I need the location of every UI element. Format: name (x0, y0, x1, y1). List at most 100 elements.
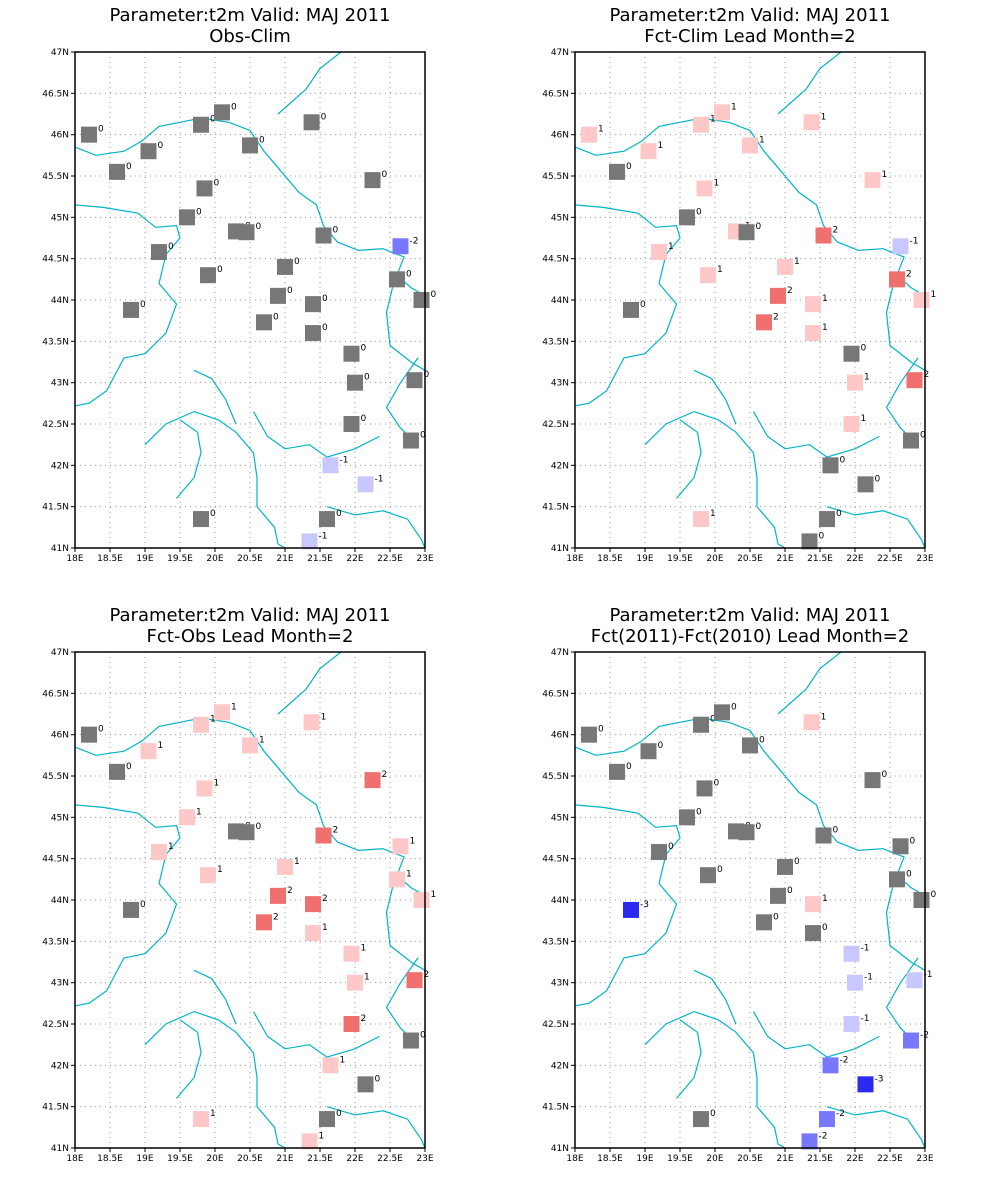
station-marker (843, 1016, 860, 1032)
plot-frame (74, 51, 426, 549)
x-tick-label: 20E (706, 1154, 723, 1164)
station-value-label: 0 (658, 741, 664, 751)
station-value-label: 0 (920, 431, 926, 441)
station-value-label: 1 (340, 1055, 346, 1065)
station-value-label: 0 (696, 807, 702, 817)
station-value-label: 0 (714, 778, 720, 788)
x-tick-label: 21E (276, 1154, 293, 1164)
station-value-label: 2 (787, 286, 793, 296)
river-border-line (277, 51, 342, 115)
station-value-label: 0 (906, 869, 912, 879)
y-tick-label: 41N (51, 1144, 69, 1154)
station-marker (214, 104, 230, 121)
x-tick-label: 18.5E (97, 1154, 123, 1164)
y-tick-label: 41.5N (542, 503, 569, 513)
station-value-label: 1 (668, 242, 674, 252)
station-marker (392, 238, 409, 255)
station-marker (609, 763, 625, 780)
station-marker (738, 824, 755, 841)
station-value-label: 0 (98, 125, 104, 135)
station-marker (651, 844, 667, 861)
station-marker (679, 209, 695, 226)
station-marker (303, 114, 320, 131)
station-value-label: 2 (773, 312, 779, 322)
station-marker (640, 143, 657, 160)
station-marker (364, 172, 381, 189)
station-marker (270, 887, 286, 904)
station-value-label: 1 (361, 944, 367, 954)
station-marker (843, 416, 860, 432)
station-marker (843, 945, 860, 962)
station-marker (913, 892, 930, 908)
station-value-label: 0 (696, 207, 702, 217)
station-marker (179, 209, 195, 226)
station-value-label: -2 (819, 1131, 828, 1141)
station-value-label: 1 (822, 323, 828, 333)
station-value-label: 0 (710, 715, 716, 725)
station-marker (805, 896, 821, 913)
x-tick-label: 23E (416, 1154, 433, 1164)
station-value-label: 0 (322, 323, 328, 333)
station-marker (693, 716, 709, 733)
station-value-label: 0 (882, 770, 888, 780)
river-border-line (885, 283, 926, 371)
station-value-label: 0 (773, 912, 779, 922)
y-tick-label: 44N (551, 296, 569, 306)
station-value-label: 0 (361, 414, 367, 424)
station-marker (389, 871, 405, 888)
station-value-label: 0 (294, 257, 300, 267)
station-value-label: 0 (431, 290, 437, 300)
station-marker (81, 126, 97, 143)
x-tick-label: 19.5E (167, 1154, 193, 1164)
station-marker (770, 887, 786, 904)
station-marker (903, 432, 919, 449)
river-border-line (144, 410, 286, 549)
x-tick-label: 19.5E (667, 554, 693, 564)
y-tick-label: 46N (551, 731, 569, 741)
y-tick-label: 44.5N (542, 255, 569, 265)
y-tick-label: 41.5N (42, 1103, 69, 1113)
y-tick-label: 41.5N (42, 503, 69, 513)
station-value-label: 0 (836, 509, 842, 519)
station-marker (403, 432, 419, 449)
station-marker (238, 824, 255, 841)
x-tick-label: 20E (206, 554, 223, 564)
x-tick-label: 20.5E (237, 554, 263, 564)
station-value-label: 2 (906, 269, 912, 279)
y-tick-label: 45.5N (542, 772, 569, 782)
station-value-label: 0 (126, 762, 132, 772)
x-tick-label: 18E (566, 554, 583, 564)
station-marker (193, 716, 209, 733)
x-tick-label: 22.5E (877, 554, 903, 564)
station-value-label: 0 (361, 344, 367, 354)
station-value-label: 0 (640, 300, 646, 310)
y-tick-label: 42.5N (542, 1020, 569, 1030)
y-tick-label: 44N (551, 896, 569, 906)
y-tick-label: 44N (51, 896, 69, 906)
station-marker (413, 292, 430, 308)
station-value-label: 1 (822, 894, 828, 904)
station-marker (693, 116, 709, 133)
station-value-label: 1 (861, 414, 867, 424)
y-tick-label: 42N (51, 1061, 69, 1071)
station-value-label: 1 (294, 857, 300, 867)
station-value-label: 0 (231, 102, 237, 112)
station-value-label: 0 (196, 207, 202, 217)
map-panel-fct-clim: Parameter:t2m Valid: MAJ 2011 Fct-Clim Le… (500, 0, 1000, 590)
river-border-line (644, 410, 786, 549)
station-marker (179, 809, 195, 826)
station-marker (242, 137, 258, 154)
x-tick-label: 21.5E (307, 554, 333, 564)
station-marker (123, 301, 139, 318)
station-marker (892, 838, 909, 855)
station-value-label: 1 (931, 290, 937, 300)
station-value-label: -1 (375, 474, 384, 484)
station-marker (389, 271, 405, 288)
station-value-label: 2 (287, 886, 293, 896)
x-tick-label: 19.5E (167, 554, 193, 564)
station-marker (109, 163, 125, 180)
station-value-label: 0 (420, 431, 426, 441)
y-tick-label: 41N (551, 544, 569, 554)
river-border-line (193, 969, 237, 1025)
river-border-line (277, 651, 342, 715)
